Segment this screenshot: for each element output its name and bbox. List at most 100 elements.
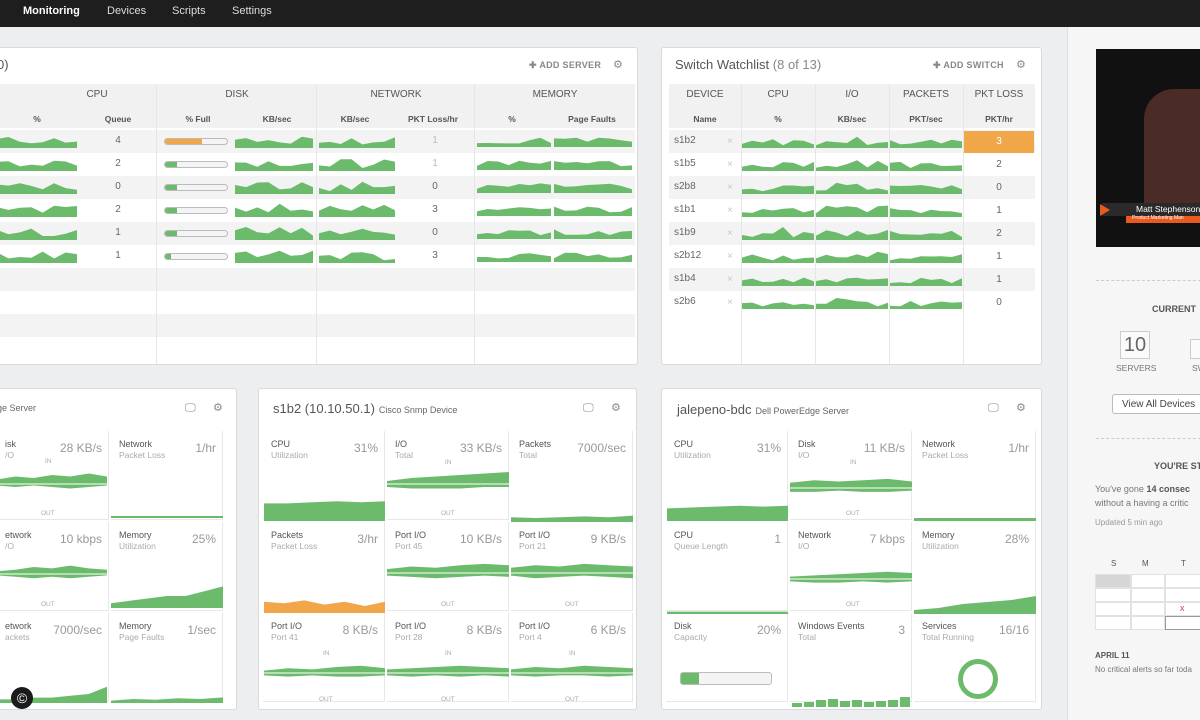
column-divider — [815, 84, 816, 364]
divider — [1096, 280, 1200, 281]
video-thumbnail[interactable]: Matt Stephenson Product Marketing Man — [1096, 49, 1200, 247]
remove-icon[interactable]: × — [727, 136, 733, 147]
switch-group-packets: PACKETS — [903, 89, 949, 100]
server-network-sparkline — [319, 137, 395, 148]
add-server-button[interactable]: ✚ ADD SERVER — [529, 60, 602, 70]
switch-device-name[interactable]: s1b5 — [674, 158, 696, 169]
calendar-cell — [1165, 616, 1200, 630]
add-switch-button[interactable]: ✚ ADD SWITCH — [933, 60, 1004, 70]
card3-gear-icon[interactable]: ⚙ — [1016, 402, 1026, 414]
card3-tile-label: Windows Events — [798, 621, 865, 631]
io-in-label: IN — [445, 650, 452, 657]
switch-col-cpu-pct: % — [774, 114, 782, 124]
switch-device-name[interactable]: s1b4 — [674, 273, 696, 284]
calendar-cell — [1165, 588, 1200, 602]
io-out-label: OUT — [441, 696, 455, 703]
io-in-label: IN — [323, 650, 330, 657]
server-settings-gear-icon[interactable]: ⚙ — [613, 59, 623, 71]
port28-chart — [387, 665, 509, 677]
server-pktloss-value: 0 — [432, 227, 438, 238]
server-cpu-sparkline — [0, 251, 77, 263]
copyright-watermark: © — [11, 687, 33, 709]
switch-group-cpu: CPU — [767, 89, 789, 100]
server-row-band — [0, 268, 635, 291]
remove-icon[interactable]: × — [727, 159, 733, 170]
calendar-cell — [1131, 602, 1165, 616]
server-table-header — [0, 84, 635, 128]
card3-tile-label: Services — [922, 621, 957, 631]
packets-chart — [511, 515, 633, 522]
remove-icon[interactable]: × — [727, 274, 733, 285]
switch-device-name[interactable]: s2b8 — [674, 181, 696, 192]
remove-icon[interactable]: × — [727, 297, 733, 308]
nav-settings[interactable]: Settings — [232, 5, 272, 17]
servers-count-box[interactable]: 10 — [1120, 331, 1150, 359]
card3-tile-label: Network — [922, 439, 956, 449]
switch-group-pktloss: PKT LOSS — [974, 89, 1024, 100]
card2-tile-value: 31% — [353, 441, 378, 455]
nav-monitoring[interactable]: Monitoring — [23, 5, 80, 17]
date-heading: APRIL 11 — [1095, 651, 1130, 660]
switch-io-sparkline — [816, 136, 888, 148]
switch-io-sparkline — [816, 251, 888, 263]
servers-label: SERVERS — [1116, 363, 1157, 373]
video-presenter-name: Matt Stephenson — [1136, 204, 1200, 214]
card3-tile: Disk Capacity 20% — [666, 613, 788, 702]
divider — [1096, 438, 1200, 439]
switch-device-name[interactable]: s1b9 — [674, 227, 696, 238]
disk-full-fill — [165, 208, 178, 213]
switch-col-name: Name — [693, 114, 717, 124]
switch-io-sparkline — [816, 182, 888, 194]
server-memory-sparkline — [477, 253, 551, 262]
streak-updated: Updated 5 min ago — [1095, 518, 1163, 527]
port4-chart — [511, 665, 633, 677]
card1-gear-icon[interactable]: ⚙ — [213, 402, 223, 414]
view-all-devices-button[interactable]: View All Devices — [1112, 394, 1200, 414]
card3-tile-value: 1 — [774, 532, 781, 546]
switch-device-name[interactable]: s2b6 — [674, 296, 696, 307]
card3-tile-sublabel: Queue Length — [674, 541, 728, 551]
card2-tile: Port I/O Port 41 8 KB/s — [263, 613, 385, 702]
server-col-pktloss: PKT Loss/hr — [407, 114, 459, 124]
card1-tile-sublabel: /O — [5, 541, 14, 551]
card2-tile-sublabel: Port 41 — [271, 632, 299, 642]
switch-settings-gear-icon[interactable]: ⚙ — [1016, 59, 1026, 71]
switch-io-sparkline — [816, 298, 888, 309]
top-nav-bar: Monitoring Devices Scripts Settings — [0, 0, 1200, 27]
remove-icon[interactable]: × — [727, 251, 733, 262]
nav-scripts[interactable]: Scripts — [172, 5, 206, 17]
server-memory-sparkline — [477, 160, 551, 170]
switch-cpu-sparkline — [742, 227, 814, 240]
server-memory-sparkline — [477, 230, 551, 239]
nav-devices[interactable]: Devices — [107, 5, 147, 17]
card2-gear-icon[interactable]: ⚙ — [611, 402, 621, 414]
card3-tile-value: 7 kbps — [869, 532, 905, 546]
switch-io-sparkline — [816, 205, 888, 217]
server-col-disk-kbsec: KB/sec — [262, 114, 292, 124]
disk-full-fill — [165, 185, 178, 190]
card1-tile: Memory Page Faults 1/sec — [111, 613, 223, 702]
card3-tile-sublabel: I/O — [798, 541, 810, 551]
switches-count-box[interactable] — [1190, 339, 1200, 359]
card2-tile-value: 33 KB/s — [459, 441, 502, 455]
monitor-icon[interactable]: 🖵 — [185, 402, 196, 414]
remove-icon[interactable]: × — [727, 182, 733, 193]
remove-icon[interactable]: × — [727, 228, 733, 239]
video-presenter-role: Product Marketing Man — [1132, 215, 1184, 221]
remove-icon[interactable]: × — [727, 205, 733, 216]
server-disk-sparkline — [235, 136, 313, 148]
port45-chart — [387, 563, 509, 579]
card2-tile-label: Port I/O — [271, 621, 303, 631]
switch-device-name[interactable]: s1b1 — [674, 204, 696, 215]
monitor-icon[interactable]: 🖵 — [988, 402, 999, 414]
switch-device-name[interactable]: s2b12 — [674, 250, 702, 261]
cpu-chart — [264, 501, 385, 521]
card2-tile-value: 8 KB/s — [466, 623, 502, 637]
server-queue-value: 2 — [115, 204, 121, 215]
monitor-icon[interactable]: 🖵 — [583, 402, 594, 414]
switch-device-name[interactable]: s1b2 — [674, 135, 696, 146]
streak-line-2: without a having a critic — [1095, 498, 1189, 508]
queue-chart — [667, 611, 788, 614]
server-disk-sparkline — [235, 203, 313, 217]
card2-tile-sublabel: Utilization — [271, 450, 308, 460]
